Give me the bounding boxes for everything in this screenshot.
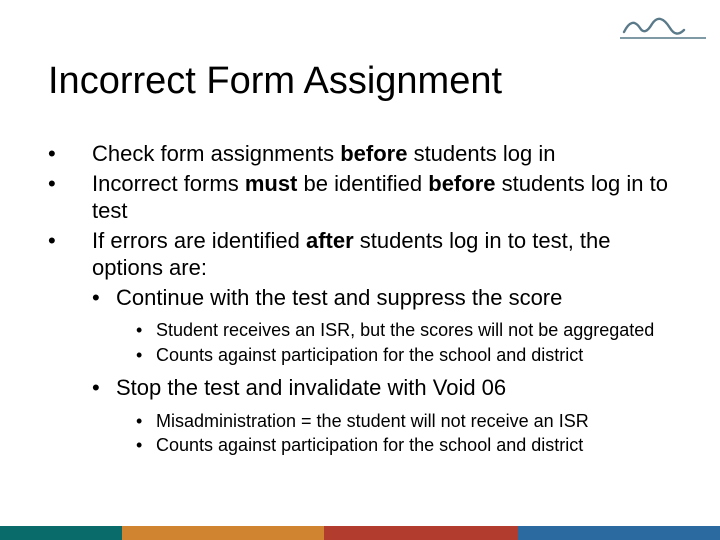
footer-stripe-3 (324, 526, 518, 540)
bullet-2-pre: Incorrect forms (92, 171, 245, 196)
bullet-1: • Check form assignments before students… (48, 140, 672, 168)
sub-bullet-stop-text: Stop the test and invalidate with Void 0… (116, 374, 672, 402)
sub-bullet-continue: • Continue with the test and suppress th… (92, 284, 672, 312)
logo-icon (618, 8, 708, 48)
bullet-1-post: students log in (407, 141, 555, 166)
sub2-isr: • Student receives an ISR, but the score… (136, 319, 672, 342)
page-title: Incorrect Form Assignment (48, 60, 502, 103)
bullet-3-bold: after (306, 228, 354, 253)
bullet-3: • If errors are identified after student… (48, 227, 672, 282)
sub2-counts-1-text: Counts against participation for the sch… (156, 344, 672, 367)
bullet-2-mid: be identified (297, 171, 428, 196)
footer-stripe-1 (0, 526, 122, 540)
sub2-counts-2: • Counts against participation for the s… (136, 434, 672, 457)
footer-stripe-2 (122, 526, 324, 540)
bullet-1-bold: before (340, 141, 407, 166)
footer-stripe-4 (518, 526, 720, 540)
bullet-1-pre: Check form assignments (92, 141, 340, 166)
bullet-2-bold2: before (428, 171, 495, 196)
sub2-counts-1: • Counts against participation for the s… (136, 344, 672, 367)
footer-stripes (0, 522, 720, 540)
bullet-2: • Incorrect forms must be identified bef… (48, 170, 672, 225)
sub-bullet-continue-text: Continue with the test and suppress the … (116, 284, 672, 312)
sub2-isr-text: Student receives an ISR, but the scores … (156, 319, 672, 342)
sub-bullet-stop: • Stop the test and invalidate with Void… (92, 374, 672, 402)
sub2-counts-2-text: Counts against participation for the sch… (156, 434, 672, 457)
bullet-2-bold1: must (245, 171, 298, 196)
sub2-misadmin: • Misadministration = the student will n… (136, 410, 672, 433)
bullet-3-pre: If errors are identified (92, 228, 306, 253)
content-body: • Check form assignments before students… (48, 140, 672, 459)
sub2-misadmin-text: Misadministration = the student will not… (156, 410, 672, 433)
